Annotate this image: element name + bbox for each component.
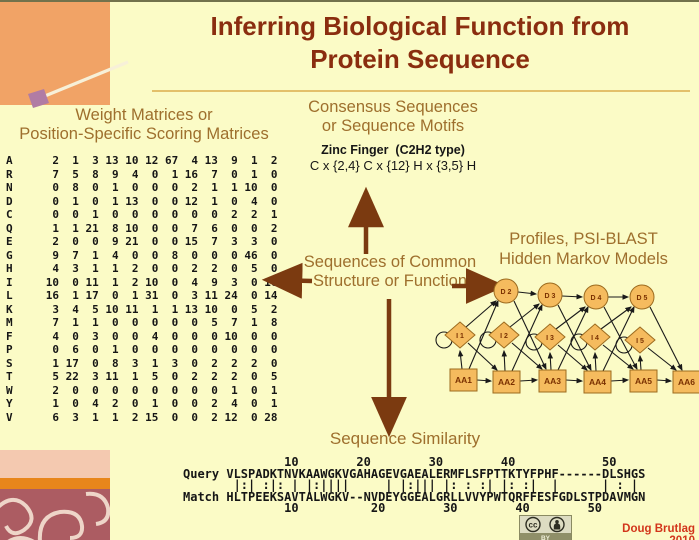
art-swirls (0, 491, 110, 540)
match-state-label: AA4 (589, 377, 606, 387)
cc-by-license-badge[interactable]: cc BY (519, 515, 572, 540)
profiles-heading: Profiles, PSI-BLAST Hidden Markov Models (468, 229, 699, 269)
cc-by-label: BY (541, 535, 551, 540)
insert-state-node (444, 321, 476, 349)
profiles-heading-line1: Profiles, PSI-BLAST (509, 230, 658, 248)
cc-badge-strip (520, 533, 571, 540)
similarity-heading: Sequence Similarity (329, 429, 481, 448)
sequence-alignment: 10 20 30 40 50 Query VLSPADKTNVKAAWGKVGA… (183, 455, 646, 515)
alignment-ruler-bottom: 10 20 30 40 50 (183, 501, 603, 515)
self-loop-icon (570, 333, 588, 351)
cc-by-person-icon (549, 516, 565, 533)
cc-logo-text: cc (529, 521, 538, 530)
self-loop-icon (615, 336, 633, 354)
person-head-icon (555, 520, 559, 524)
match-state-node (538, 369, 567, 393)
center-node-line2: Structure or Function (312, 272, 468, 290)
zinc-finger-label: Zinc Finger (C2H2 type) (321, 143, 465, 157)
self-loop-icon (525, 333, 543, 351)
match-state-node (492, 370, 521, 394)
insert-state-label: I 4 (591, 335, 599, 342)
delete-state-node (583, 284, 609, 310)
title-line-1: Inferring Biological Function from (210, 11, 630, 41)
scoring-matrix: A 2 1 3 13 10 12 67 4 13 9 1 2 R 7 5 8 9… (6, 154, 278, 424)
center-node-line1: Sequences of Common (303, 253, 477, 271)
alignment-query-sequence: Query VLSPADKTNVKAAWGKVGAHAGEVGAEALERMFL… (183, 466, 646, 481)
weight-matrices-heading-line2: Position-Specific Scoring Matrices (19, 125, 269, 143)
match-state-label: AA6 (678, 377, 695, 387)
profiles-heading-line2: Hidden Markov Models (499, 250, 668, 268)
insert-state-label: I 1 (456, 333, 464, 340)
delete-state-node (629, 284, 655, 310)
pin-needle-icon (39, 60, 129, 100)
delete-state-node (537, 282, 563, 308)
insert-state-node (579, 323, 611, 351)
self-loop-icon (435, 331, 453, 349)
insert-state-node (534, 323, 566, 351)
art-orange-band (0, 478, 110, 489)
match-state-node (672, 370, 699, 394)
delete-state-label: D 2 (501, 289, 512, 296)
alignment-match-marks: |:| :|: | |:|||| | |:||| |: : :| |: :| |… (183, 478, 639, 492)
weight-matrices-heading-line1: Weight Matrices or (75, 106, 213, 124)
delete-state-node (493, 278, 519, 304)
match-state-label: AA2 (498, 377, 515, 387)
consensus-heading-line2: or Sequence Motifs (321, 117, 465, 135)
cc-logo-icon (525, 516, 541, 533)
match-state-node (583, 370, 612, 394)
delete-state-label: D 5 (637, 295, 648, 302)
zinc-finger-pattern: C x {2,4} C x {12} H x {3,5} H (309, 158, 477, 173)
match-state-node (449, 368, 478, 392)
hmm-state-labels: D 2 D 3 D 4 D 5 I 1 I 2 I 3 I 4 I 5 AA1 … (455, 289, 695, 387)
weight-matrices-heading: Weight Matrices or Position-Specific Sco… (0, 106, 288, 144)
match-state-label: AA5 (635, 376, 652, 386)
self-loop-icon (479, 331, 497, 349)
art-maroon-panel (0, 489, 110, 540)
match-state-node (629, 369, 658, 393)
art-pink-band (0, 450, 110, 478)
insert-state-label: I 5 (636, 338, 644, 345)
title-divider (152, 90, 690, 92)
title-line-2: Protein Sequence (310, 44, 530, 74)
consensus-heading-line1: Consensus Sequences (308, 98, 478, 116)
insert-state-label: I 3 (546, 335, 554, 342)
hmm-transitions (435, 290, 683, 384)
delete-state-label: D 3 (545, 293, 556, 300)
match-state-label: AA3 (544, 376, 561, 386)
page-title: Inferring Biological Function from Prote… (160, 10, 680, 76)
consensus-heading: Consensus Sequences or Sequence Motifs (288, 98, 498, 136)
corner-decoration (0, 2, 129, 108)
insert-state-node (624, 326, 656, 354)
alignment-ruler-top: 10 20 30 40 50 (183, 455, 617, 469)
person-body-icon (553, 523, 561, 530)
insert-state-node (488, 321, 520, 349)
delete-state-label: D 4 (591, 295, 602, 302)
hmm-states (444, 278, 699, 394)
orange-square (0, 2, 110, 105)
protein-art-image (0, 450, 110, 540)
match-state-label: AA1 (455, 375, 472, 385)
insert-state-label: I 2 (500, 333, 508, 340)
center-node-label: Sequences of Common Structure or Functio… (286, 253, 494, 291)
alignment-match-sequence: Match HLTPEEKSAVTALWGKV--NVDEYGGEALGRLLV… (183, 489, 646, 504)
